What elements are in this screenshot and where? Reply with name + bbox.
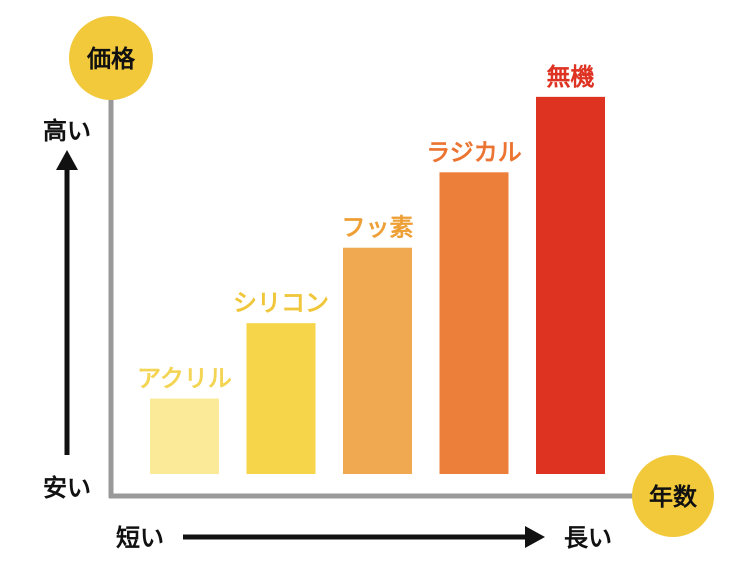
x-axis-badge-text: 年数: [649, 483, 698, 511]
x-badge-circle: [632, 455, 714, 537]
y-low-label: 安い: [43, 474, 91, 502]
years-arrow-head-icon: [525, 526, 545, 548]
years-arrow: [183, 526, 545, 548]
bars-group: [150, 96, 605, 475]
y-high-label: 高い: [43, 117, 91, 145]
bar-label-5: 無機: [547, 63, 595, 91]
bar-1: [150, 398, 219, 474]
bar-label-3: フッ素: [342, 214, 414, 242]
x-axis-badge: 年数: [632, 455, 714, 537]
price-arrow: [56, 150, 78, 455]
bar-label-1: アクリル: [137, 365, 232, 393]
price-arrow-head-icon: [56, 150, 78, 170]
bar-label-2: シリコン: [233, 289, 329, 317]
x-long-label: 長い: [564, 524, 612, 552]
bar-2: [246, 323, 316, 474]
bar-label-4: ラジカル: [426, 138, 522, 166]
y-badge-circle: [69, 16, 153, 100]
bar-labels-group: アクリル シリコン フッ素 ラジカル 無機: [137, 63, 594, 393]
x-short-label: 短い: [116, 524, 164, 552]
y-axis-badge: 価格: [69, 16, 153, 100]
y-axis-badge-text: 価格: [86, 45, 136, 73]
bar-5: [536, 96, 605, 474]
bar-3: [343, 247, 412, 474]
bar-4: [439, 172, 509, 475]
